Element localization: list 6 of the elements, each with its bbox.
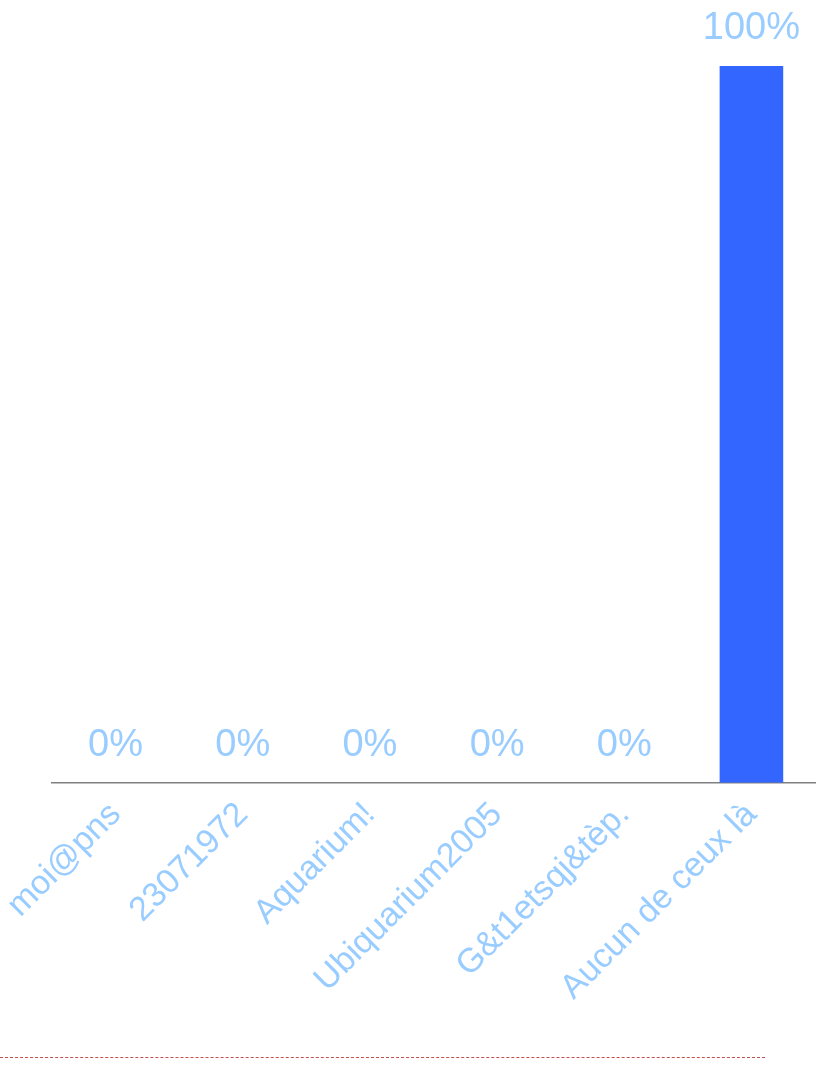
- data-label: 0%: [88, 722, 144, 765]
- data-label: 0%: [469, 722, 525, 765]
- data-label: 100%: [702, 5, 801, 48]
- data-label: 0%: [596, 722, 652, 765]
- data-label: 0%: [342, 722, 398, 765]
- data-label: 0%: [215, 722, 271, 765]
